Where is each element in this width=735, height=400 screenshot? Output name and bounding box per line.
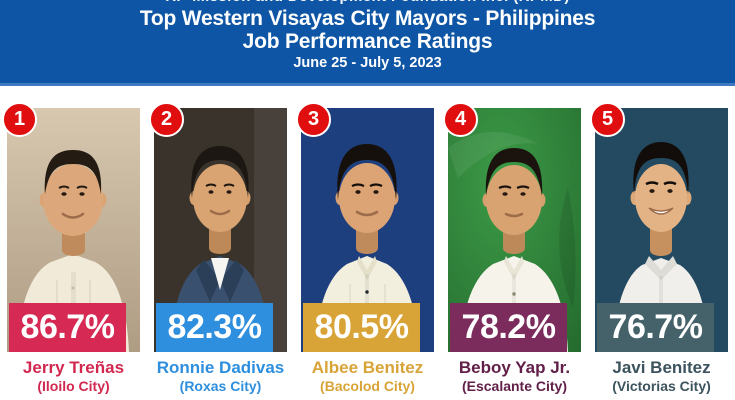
mayor-city: (Escalante City)	[461, 378, 568, 394]
rank-badge: 2	[149, 102, 184, 137]
mayor-card: 3 80.5% Albee Benitez (Bacolod City)	[296, 102, 434, 394]
page-subtitle: Job Performance Ratings	[242, 30, 493, 53]
mayor-city: (Bacolod City)	[320, 378, 415, 394]
mayor-city: (Iloilo City)	[37, 378, 110, 394]
rating-value: 86.7%	[9, 303, 126, 352]
mayor-name: Albee Benitez	[311, 358, 424, 377]
mayor-card: 4 78.2% Beboy Yap Jr. (Escalante City)	[443, 102, 581, 394]
page-title: Top Western Visayas City Mayors - Philip…	[139, 7, 596, 30]
rating-value: 80.5%	[303, 303, 420, 352]
portrait-photo: 1 86.7%	[2, 102, 140, 352]
mayor-card: 5 76.7% Javi Benitez (Victorias City)	[590, 102, 728, 394]
mayor-card: 1 86.7% Jerry Treñas (Iloilo City)	[2, 102, 140, 394]
mayor-city: (Victorias City)	[612, 378, 711, 394]
rank-badge: 4	[443, 102, 478, 137]
portrait-photo: 2 82.3%	[149, 102, 287, 352]
mayor-card: 2 82.3% Ronnie Dadivas (Roxas City)	[149, 102, 287, 394]
rank-badge: 3	[296, 102, 331, 137]
rank-badge: 1	[2, 102, 37, 137]
mayor-name: Jerry Treñas	[22, 358, 125, 377]
mayor-city: (Roxas City)	[179, 378, 262, 394]
rank-badge: 5	[590, 102, 625, 137]
portrait-photo: 5 76.7%	[590, 102, 728, 352]
cropped-top-line: RP-Mission and Development Foundation In…	[0, 0, 735, 6]
mayor-name: Javi Benitez	[612, 358, 711, 377]
mayor-name: Beboy Yap Jr.	[458, 358, 571, 377]
mayor-cards-row: 1 86.7% Jerry Treñas (Iloilo City)	[2, 102, 728, 394]
rating-value: 82.3%	[156, 303, 273, 352]
portrait-photo: 4 78.2%	[443, 102, 581, 352]
survey-date-range: June 25 - July 5, 2023	[293, 55, 442, 71]
portrait-photo: 3 80.5%	[296, 102, 434, 352]
header-banner: RP-Mission and Development Foundation In…	[0, 0, 735, 86]
rating-value: 78.2%	[450, 303, 567, 352]
rating-value: 76.7%	[597, 303, 714, 352]
mayor-name: Ronnie Dadivas	[156, 358, 285, 377]
